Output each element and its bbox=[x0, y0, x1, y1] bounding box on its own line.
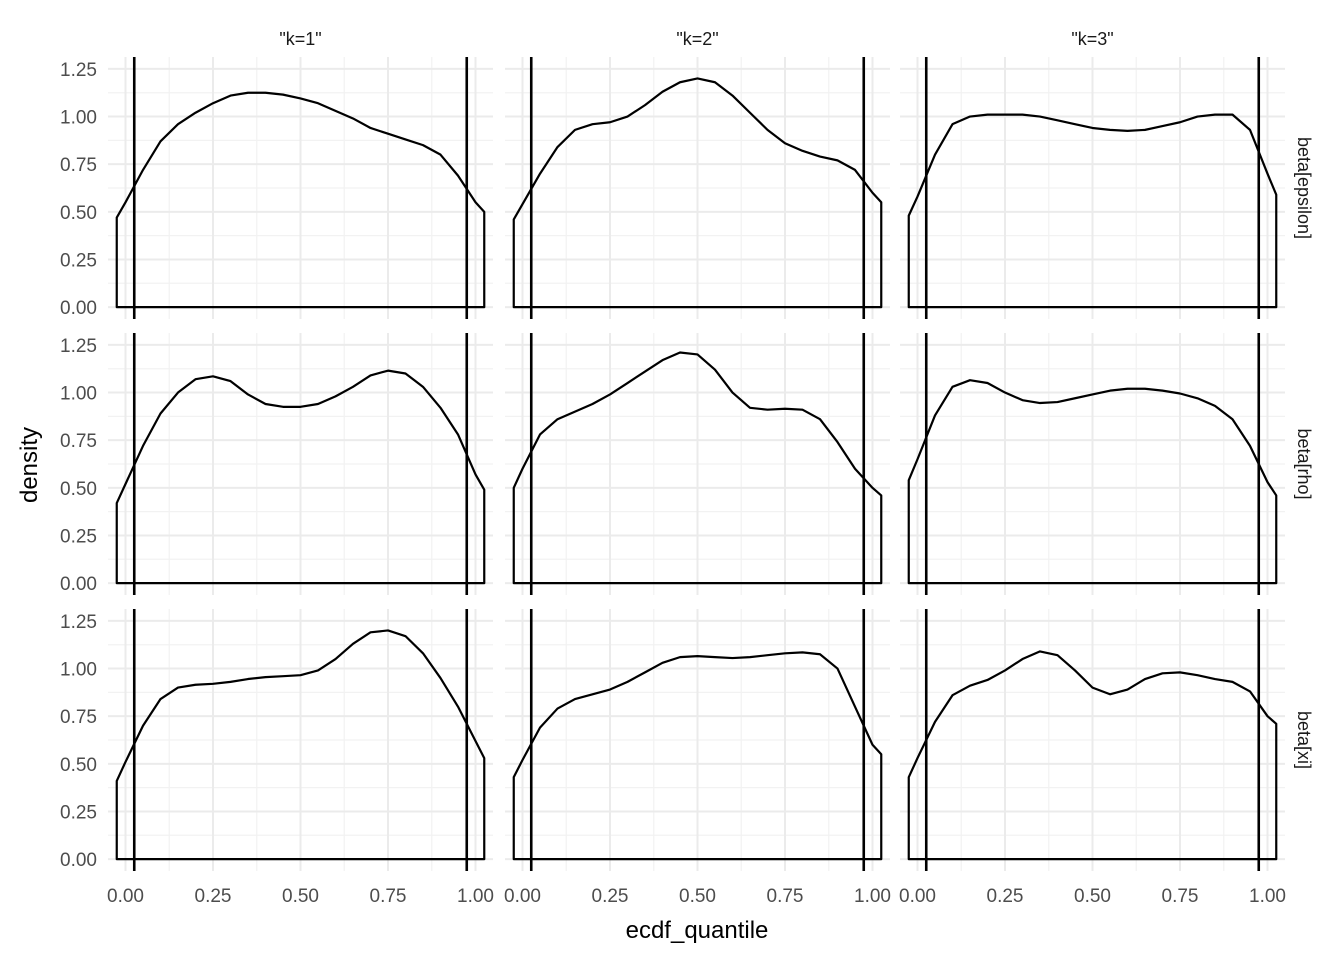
x-tick-label: 0.00 bbox=[107, 886, 144, 907]
y-axis-title: density bbox=[16, 427, 43, 503]
y-tick-label: 0.00 bbox=[60, 574, 97, 595]
facet-row-label: beta[xi] bbox=[1294, 711, 1314, 769]
x-tick-label: 0.50 bbox=[282, 886, 319, 907]
x-tick-label: 1.00 bbox=[854, 886, 891, 907]
y-tick-label: 0.75 bbox=[60, 431, 97, 452]
y-tick-label: 0.50 bbox=[60, 479, 97, 500]
x-tick-label: 0.50 bbox=[1074, 886, 1111, 907]
panel-r2-c1: 0.00 0.25 0.50 0.75 1.00 1.25 bbox=[60, 333, 493, 595]
facet-row-label: beta[epsilon] bbox=[1294, 137, 1314, 239]
density-curve bbox=[512, 351, 883, 585]
x-tick-label: 0.75 bbox=[767, 886, 804, 907]
y-tick-label: 1.25 bbox=[60, 612, 97, 633]
density-curve bbox=[907, 113, 1278, 309]
panel-r3-c2: 0.00 0.25 0.50 0.75 1.00 bbox=[504, 609, 891, 907]
facet-col-label: "k=2" bbox=[676, 29, 718, 49]
panel-r3-c3: 0.00 0.25 0.50 0.75 1.00 bbox=[899, 609, 1286, 907]
y-tick-label: 0.50 bbox=[60, 203, 97, 224]
panels-layer: 0.00 0.25 0.50 0.75 1.00 1.25 0.00 0.25 0.50 0.75… bbox=[60, 29, 1314, 907]
y-tick-label: 0.25 bbox=[60, 250, 97, 271]
y-tick-label: 0.75 bbox=[60, 707, 97, 728]
panel-r2-c2 bbox=[505, 333, 890, 595]
x-tick-label: 1.00 bbox=[457, 886, 494, 907]
panel-r1-c2 bbox=[505, 57, 890, 319]
x-tick-label: 0.75 bbox=[1162, 886, 1199, 907]
panel-r1-c1: 0.00 0.25 0.50 0.75 1.00 1.25 bbox=[60, 57, 493, 319]
x-tick-label: 0.00 bbox=[899, 886, 936, 907]
y-tick-label: 0.25 bbox=[60, 802, 97, 823]
x-tick-label: 0.00 bbox=[504, 886, 541, 907]
x-tick-label: 0.75 bbox=[370, 886, 407, 907]
density-curve bbox=[512, 651, 883, 861]
panel-r1-c3 bbox=[900, 57, 1285, 319]
density-curve bbox=[907, 379, 1278, 585]
x-tick-label: 0.25 bbox=[195, 886, 232, 907]
facet-row-label: beta[rho] bbox=[1294, 428, 1314, 499]
density-curve bbox=[907, 650, 1278, 861]
y-tick-label: 0.75 bbox=[60, 155, 97, 176]
facet-col-label: "k=3" bbox=[1071, 29, 1113, 49]
y-tick-label: 1.25 bbox=[60, 336, 97, 357]
panel-r3-c1: 0.00 0.25 0.50 0.75 1.00 1.25 0.00 0.25 0.50 0.75… bbox=[60, 609, 494, 907]
x-tick-label: 1.00 bbox=[1249, 886, 1286, 907]
density-curve bbox=[115, 629, 486, 861]
facet-col-label: "k=1" bbox=[279, 29, 321, 49]
x-tick-label: 0.25 bbox=[592, 886, 629, 907]
x-axis-title: ecdf_quantile bbox=[626, 917, 769, 944]
y-tick-label: 0.00 bbox=[60, 850, 97, 871]
density-curve bbox=[512, 77, 883, 309]
y-tick-label: 0.00 bbox=[60, 298, 97, 319]
x-tick-label: 0.25 bbox=[987, 886, 1024, 907]
y-tick-label: 1.00 bbox=[60, 108, 97, 129]
y-tick-label: 1.00 bbox=[60, 660, 97, 681]
y-tick-label: 1.00 bbox=[60, 384, 97, 405]
panel-r2-c3 bbox=[900, 333, 1285, 595]
y-tick-label: 0.50 bbox=[60, 755, 97, 776]
density-curve bbox=[115, 91, 486, 309]
y-tick-label: 1.25 bbox=[60, 60, 97, 81]
y-tick-label: 0.25 bbox=[60, 526, 97, 547]
density-curve bbox=[115, 369, 486, 585]
x-tick-label: 0.50 bbox=[679, 886, 716, 907]
